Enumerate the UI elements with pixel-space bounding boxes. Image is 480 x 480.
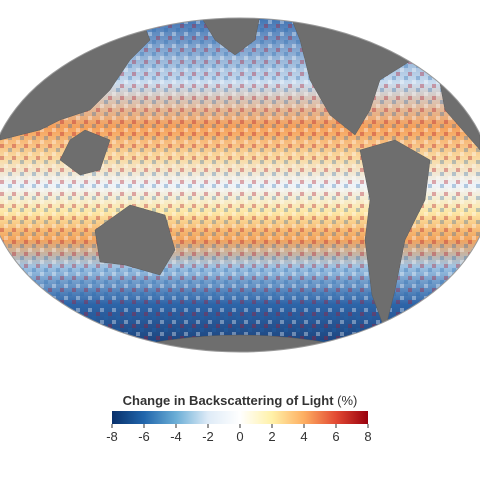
- colorbar-tick-label: -2: [202, 429, 214, 444]
- colorbar-title-text: Change in Backscattering of Light: [123, 393, 335, 408]
- colorbar-tick-label: -4: [170, 429, 182, 444]
- colorbar-tick-label: 2: [268, 429, 275, 444]
- colorbar-ramp: [112, 411, 368, 424]
- colorbar-tick-label: 6: [332, 429, 339, 444]
- colorbar-title: Change in Backscattering of Light (%): [123, 393, 358, 408]
- colorbar-unit: (%): [337, 393, 357, 408]
- colorbar-tick-label: 4: [300, 429, 307, 444]
- colorbar: -8 -6 -4 -2 0 2 4 6 8: [106, 411, 372, 444]
- colorbar-tick-label: 0: [236, 429, 243, 444]
- colorbar-tick-label: -8: [106, 429, 118, 444]
- globe-outline: [0, 17, 480, 353]
- globe: [0, 18, 480, 352]
- colorbar-tick-label: 8: [364, 429, 371, 444]
- colorbar-tick-label: -6: [138, 429, 150, 444]
